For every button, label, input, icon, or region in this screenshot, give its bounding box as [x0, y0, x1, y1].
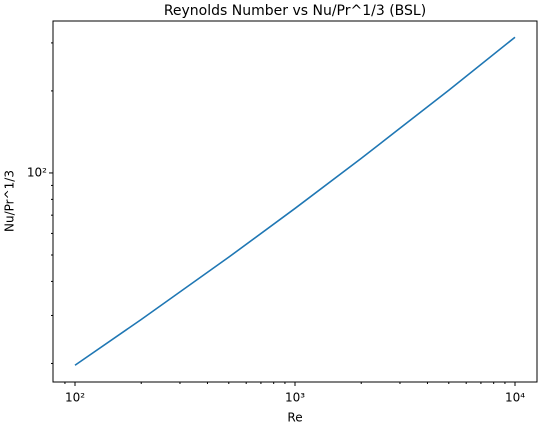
x-tick-label: 10³	[285, 391, 305, 405]
line-series	[74, 36, 516, 366]
x-tick-label: 10⁴	[505, 391, 525, 405]
plot-frame	[52, 20, 538, 383]
y-axis-label: Nu/Pr^1/3	[3, 170, 17, 232]
chart-title: Reynolds Number vs Nu/Pr^1/3 (BSL)	[164, 3, 426, 19]
x-tick-label: 10²	[65, 391, 85, 405]
x-axis-label: Re	[287, 411, 302, 425]
y-tick-label: 10²	[27, 165, 47, 179]
